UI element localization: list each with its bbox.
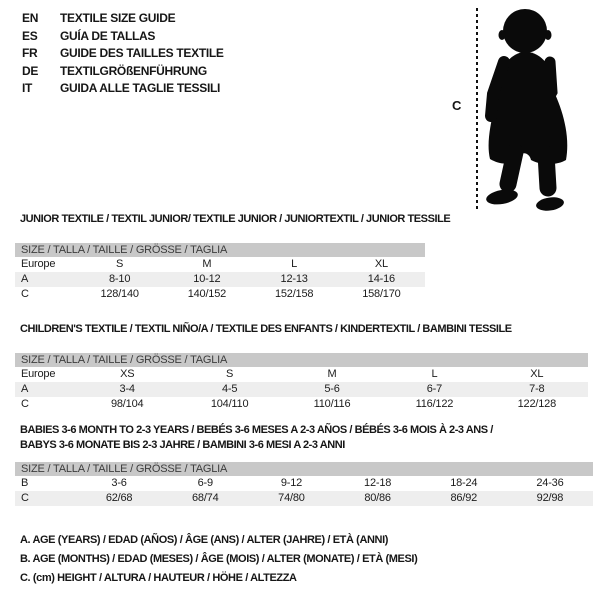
table-cell: 6-7: [426, 382, 443, 395]
table-cell: 10-12: [193, 272, 221, 285]
table-cell: 122/128: [517, 397, 557, 410]
table-row: B 3-6 6-9 9-12 12-18 18-24 24-36: [15, 476, 593, 491]
table-cell: 116/122: [415, 397, 454, 410]
table-cell: 14-16: [367, 272, 395, 285]
language-code: ES: [22, 28, 38, 43]
table-cell: M: [202, 257, 212, 270]
table-cell: S: [116, 257, 124, 270]
table-cell: M: [327, 367, 337, 380]
baby-figure-area: C: [440, 0, 600, 220]
guide-title: TEXTILE SIZE GUIDE: [60, 11, 176, 25]
table-row: A 8-10 10-12 12-13 14-16: [15, 271, 425, 287]
table-cell: 12-18: [364, 477, 392, 489]
table-row: C 128/140 140/152 152/158 158/170: [15, 287, 425, 302]
table-cell: S: [226, 367, 234, 380]
row-label: C: [21, 287, 29, 300]
table-cell: 74/80: [278, 492, 305, 504]
row-label: Europe: [21, 367, 56, 380]
children-textile-table: CHILDREN'S TEXTILE / TEXTIL NIÑO/A / TEX…: [15, 322, 588, 412]
guide-title: GUIDA ALLE TAGLIE TESSILI: [60, 81, 221, 95]
language-row: DE TEXTILGRÖßENFÜHRUNG: [22, 63, 224, 81]
language-row: ES GUÍA DE TALLAS: [22, 28, 224, 46]
table-cell: 4-5: [221, 382, 238, 395]
table-cell: 3-6: [111, 477, 127, 489]
table-cell: 110/116: [313, 397, 351, 410]
table-title: CHILDREN'S TEXTILE / TEXTIL NIÑO/A / TEX…: [20, 323, 512, 335]
table-cell: L: [291, 257, 298, 270]
table-cell: 98/104: [110, 397, 144, 410]
footnote-line: A. AGE (YEARS) / EDAD (AÑOS) / ÂGE (ANS)…: [20, 534, 388, 546]
language-code: IT: [22, 81, 33, 95]
table-cell: 9-12: [280, 477, 303, 489]
table-cell: 128/140: [100, 287, 139, 300]
language-list: EN TEXTILE SIZE GUIDE ES GUÍA DE TALLAS FR GU…: [22, 10, 224, 98]
table-row: C 62/68 68/74 74/80 80/86 86/92 92/98: [15, 491, 593, 506]
guide-title: GUÍA DE TALLAS: [60, 28, 156, 43]
table-rows: Europe S M L XL A 8-10 10-12 12-13 14-16 C 128/140 1…: [15, 257, 425, 302]
guide-title: GUIDE DES TAILLES TEXTILE: [60, 46, 224, 60]
guide-title: TEXTILGRÖßENFÜHRUNG: [60, 63, 207, 78]
height-measure-label: C: [452, 98, 462, 113]
table-cell: 80/86: [364, 492, 391, 504]
language-code: EN: [22, 11, 39, 25]
table-cell: 104/110: [210, 397, 249, 410]
table-cell: XL: [530, 367, 544, 380]
junior-textile-table: JUNIOR TEXTILE / TEXTIL JUNIOR/ TEXTILE …: [15, 212, 451, 302]
row-label: C: [21, 397, 29, 410]
table-cell: 86/92: [450, 492, 478, 504]
language-code: DE: [22, 63, 39, 78]
row-label: A: [21, 272, 29, 285]
height-dotted-line: [476, 8, 478, 212]
language-code: FR: [22, 46, 38, 60]
table-cell: 7-8: [529, 382, 545, 395]
size-header-bar: SIZE / TALLA / TAILLE / GRÖSSE / TAGLIA: [15, 242, 425, 257]
table-cell: 24-36: [536, 477, 564, 489]
table-rows: Europe XS S M L XL A 3-4 4-5 5-6 6-7 7-8 C 98/104 104/…: [15, 367, 588, 412]
table-cell: 140/152: [187, 287, 227, 300]
table-cell: 5-6: [324, 382, 340, 395]
baby-silhouette-image: [485, 9, 568, 211]
table-cell: 8-10: [109, 272, 131, 285]
language-row: EN TEXTILE SIZE GUIDE: [22, 10, 224, 28]
table-cell: 92/98: [536, 492, 564, 504]
table-cell: 68/74: [191, 492, 219, 504]
table-row: Europe S M L XL: [15, 257, 425, 272]
footnote-line: B. AGE (MONTHS) / EDAD (MESES) / ÂGE (MO…: [20, 553, 418, 565]
row-label: A: [21, 382, 29, 395]
language-row: IT GUIDA ALLE TAGLIE TESSILI: [22, 80, 224, 98]
table-rows: B 3-6 6-9 9-12 12-18 18-24 24-36 C 62/68 68/74 74/…: [15, 476, 593, 506]
row-label: B: [21, 477, 29, 489]
footnotes: A. AGE (YEARS) / EDAD (AÑOS) / ÂGE (ANS)…: [20, 531, 418, 588]
size-header-bar: SIZE / TALLA / TAILLE / GRÖSSE / TAGLIA: [15, 352, 588, 367]
language-row: FR GUIDE DES TAILLES TEXTILE: [22, 45, 224, 63]
table-cell: 3-4: [119, 382, 136, 395]
table-cell: XS: [120, 367, 135, 380]
table-cell: 12-13: [280, 272, 308, 285]
table-cell: 158/170: [362, 287, 401, 300]
table-cell: 6-9: [197, 477, 214, 489]
table-row: C 98/104 104/110 110/116 116/122 122/128: [15, 397, 588, 412]
row-label: C: [21, 492, 29, 504]
table-title: BABIES 3-6 MONTH TO 2-3 YEARS / BEBÉS 3-…: [20, 424, 493, 451]
table-row: Europe XS S M L XL: [15, 367, 588, 382]
table-title: JUNIOR TEXTILE / TEXTIL JUNIOR/ TEXTILE …: [20, 213, 451, 225]
table-cell: 18-24: [450, 477, 478, 489]
footnote-line: C. (cm) HEIGHT / ALTURA / HAUTEUR / HÖHE…: [20, 572, 297, 584]
size-header-bar: SIZE / TALLA / TAILLE / GRÖSSE / TAGLIA: [15, 462, 593, 476]
table-cell: 62/68: [105, 492, 133, 504]
row-label: Europe: [21, 257, 56, 270]
table-cell: L: [431, 367, 438, 380]
babies-textile-table: BABIES 3-6 MONTH TO 2-3 YEARS / BEBÉS 3-…: [15, 423, 593, 506]
table-row: A 3-4 4-5 5-6 6-7 7-8: [15, 381, 588, 397]
table-cell: XL: [374, 257, 388, 270]
table-cell: 152/158: [274, 287, 314, 300]
